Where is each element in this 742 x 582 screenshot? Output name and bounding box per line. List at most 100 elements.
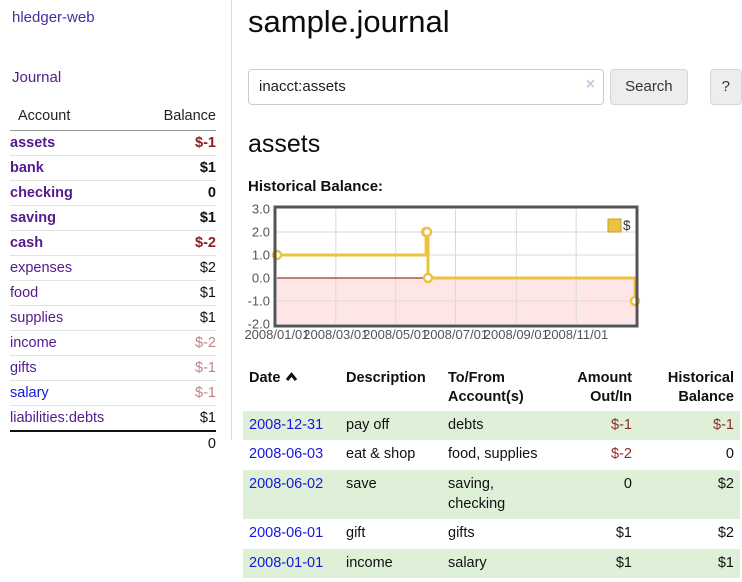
help-button[interactable]: ?	[709, 68, 742, 105]
svg-text:$: $	[623, 218, 631, 233]
main-content: sample.journal × Search ? assets Histori…	[240, 0, 742, 582]
transaction-balance: $2	[717, 476, 734, 493]
svg-text:2008/03/01: 2008/03/01	[303, 327, 368, 342]
transaction-description: pay off	[346, 416, 390, 433]
search-input[interactable]	[248, 68, 605, 105]
transaction-accounts: gifts	[448, 525, 475, 542]
account-link[interactable]: food	[10, 285, 39, 301]
accounts-header-balance: Balance	[142, 105, 216, 131]
account-row: saving $1	[10, 205, 216, 231]
accounts-total-row: 0	[10, 430, 216, 456]
svg-text:3.0: 3.0	[252, 202, 270, 217]
transaction-date-link[interactable]: 2008-01-01	[249, 554, 324, 571]
transaction-row[interactable]: 2008-06-01 gift gifts $1 $2	[243, 519, 740, 549]
transaction-balance: $-1	[713, 416, 734, 433]
search-bar: × Search ?	[248, 68, 742, 105]
accounts-total-balance: 0	[142, 430, 216, 456]
chart-title: Historical Balance:	[248, 177, 384, 195]
transaction-balance: 0	[725, 446, 734, 463]
register-table: Date Description To/From Account(s) Amou…	[243, 365, 740, 579]
transaction-balance: $1	[717, 554, 734, 571]
register-header-balance: Historical Balance	[667, 369, 734, 405]
account-row: gifts $-1	[10, 355, 216, 381]
register-header-amount: Amount Out/In	[577, 369, 632, 405]
page-title: sample.journal	[248, 4, 450, 39]
register-header-date[interactable]: Date	[243, 365, 340, 411]
account-link[interactable]: checking	[10, 185, 73, 201]
svg-text:-1.0: -1.0	[248, 293, 270, 308]
transaction-amount: $-2	[611, 446, 632, 463]
accounts-table-header-row: Account Balance	[10, 105, 216, 131]
account-row: supplies $1	[10, 305, 216, 331]
transaction-date-link[interactable]: 2008-12-31	[249, 416, 324, 433]
svg-text:2008/07/01: 2008/07/01	[423, 327, 488, 342]
transaction-accounts: saving, checking	[448, 476, 506, 512]
account-row: liabilities:debts $1	[10, 405, 216, 431]
account-link[interactable]: expenses	[10, 260, 73, 276]
transaction-description: eat & shop	[346, 446, 416, 463]
account-balance: $-1	[142, 355, 216, 381]
account-balance: $1	[142, 280, 216, 306]
transaction-date-link[interactable]: 2008-06-02	[249, 476, 324, 493]
account-balance: $1	[142, 155, 216, 181]
brand-link[interactable]: hledger-web	[12, 9, 95, 26]
account-balance: 0	[142, 180, 216, 206]
account-link[interactable]: salary	[10, 385, 49, 401]
sidebar-item-journal[interactable]: Journal	[12, 69, 62, 86]
transaction-amount: $-1	[611, 416, 632, 433]
transaction-accounts: debts	[448, 416, 484, 433]
account-balance: $-2	[142, 230, 216, 256]
account-balance: $1	[142, 205, 216, 231]
transaction-description: save	[346, 476, 377, 493]
transaction-row[interactable]: 2008-06-03 eat & shop food, supplies $-2…	[243, 440, 740, 470]
account-row: expenses $2	[10, 255, 216, 281]
account-link[interactable]: bank	[10, 160, 44, 176]
accounts-header-account: Account	[10, 105, 143, 131]
accounts-table: Account Balance assets $-1 bank $1 check…	[10, 105, 216, 456]
account-row: income $-2	[10, 330, 216, 356]
svg-text:1.0: 1.0	[252, 247, 270, 262]
transaction-date-link[interactable]: 2008-06-01	[249, 525, 324, 542]
account-link[interactable]: saving	[10, 210, 56, 226]
svg-text:0.0: 0.0	[252, 270, 270, 285]
account-row: cash $-2	[10, 230, 216, 256]
account-link[interactable]: supplies	[10, 310, 64, 326]
transaction-accounts: food, supplies	[448, 446, 538, 463]
transaction-description: gift	[346, 525, 366, 542]
account-link[interactable]: income	[10, 335, 57, 351]
account-link[interactable]: gifts	[10, 360, 37, 376]
transaction-amount: $1	[615, 525, 632, 542]
account-row: assets $-1	[10, 131, 216, 156]
transaction-row[interactable]: 2008-06-02 save saving, checking 0 $2	[243, 470, 740, 520]
transaction-row[interactable]: 2008-01-01 income salary $1 $1	[243, 548, 740, 579]
search-button[interactable]: Search	[610, 68, 688, 105]
transaction-amount: 0	[623, 476, 632, 493]
sidebar: hledger-web Journal Account Balance asse…	[0, 0, 232, 456]
svg-text:2008/01/01: 2008/01/01	[244, 327, 309, 342]
svg-text:-2.0: -2.0	[248, 316, 270, 331]
account-link[interactable]: liabilities:debts	[10, 410, 105, 426]
transaction-amount: $1	[615, 554, 632, 571]
register-header-row: Date Description To/From Account(s) Amou…	[243, 365, 740, 411]
account-row: food $1	[10, 280, 216, 306]
search-input-wrapper: ×	[248, 68, 605, 105]
transaction-date-link[interactable]: 2008-06-03	[249, 446, 324, 463]
transaction-balance: $2	[717, 525, 734, 542]
account-row: bank $1	[10, 155, 216, 181]
account-balance: $2	[142, 255, 216, 281]
transaction-row[interactable]: 2008-12-31 pay off debts $-1 $-1	[243, 410, 740, 441]
account-balance: $1	[142, 305, 216, 331]
svg-text:2008/11/01: 2008/11/01	[544, 327, 608, 342]
account-row: salary $-1	[10, 380, 216, 406]
svg-text:2008/05/01: 2008/05/01	[363, 327, 428, 342]
sort-ascending-icon[interactable]	[285, 369, 298, 388]
account-link[interactable]: cash	[10, 235, 44, 251]
account-balance: $-2	[142, 330, 216, 356]
svg-text:2008/09/01: 2008/09/01	[484, 327, 549, 342]
clear-search-icon[interactable]: ×	[585, 75, 596, 93]
account-balance: $1	[142, 405, 216, 431]
account-balance: $-1	[195, 135, 216, 151]
register-header-description: Description	[346, 369, 426, 386]
account-link[interactable]: assets	[10, 135, 56, 151]
